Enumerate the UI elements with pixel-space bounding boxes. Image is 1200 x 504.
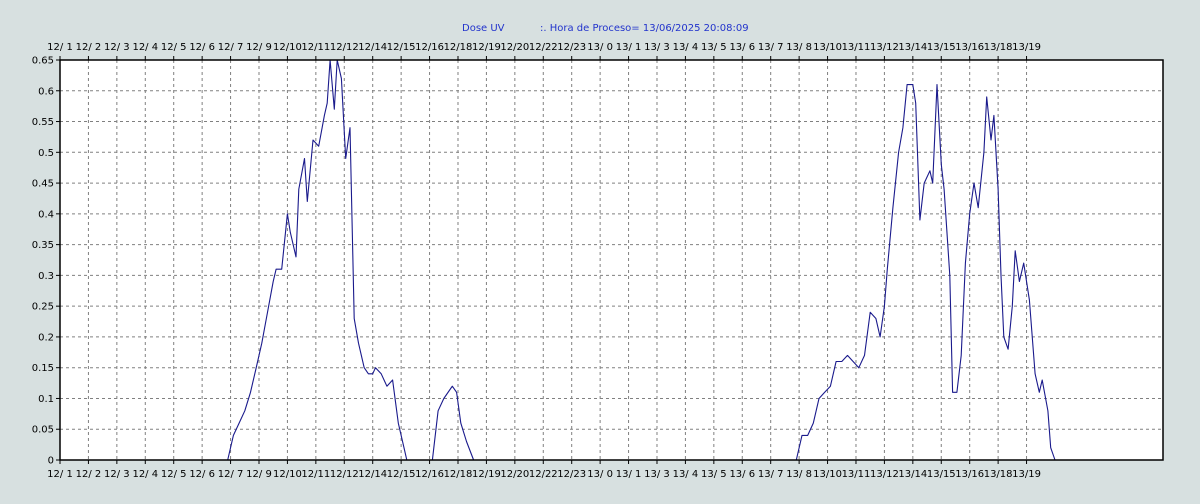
x-tick-label-top: 12/ 1 — [47, 42, 73, 53]
x-tick-label-bottom: 12/ 2 — [76, 469, 102, 480]
x-tick-label-top: 12/11 — [301, 42, 330, 53]
plot-area — [60, 60, 1163, 460]
x-tick-label-top: 13/ 5 — [701, 42, 727, 53]
y-tick-label: 0.25 — [32, 302, 54, 313]
plot-background — [60, 60, 1163, 460]
x-tick-label-top: 13/ 4 — [673, 42, 699, 53]
y-tick-label: 0.3 — [38, 271, 54, 282]
x-tick-label-top: 13/19 — [1012, 42, 1041, 53]
x-tick-label-top: 13/ 7 — [758, 42, 784, 53]
x-tick-label-top: 12/18 — [444, 42, 473, 53]
x-tick-label-bottom: 12/15 — [387, 469, 416, 480]
x-tick-label-top: 13/14 — [898, 42, 927, 53]
x-tick-label-bottom: 12/ 4 — [132, 469, 158, 480]
x-tick-label-top: 12/22 — [529, 42, 558, 53]
y-tick-label: 0 — [48, 456, 54, 467]
x-tick-label-bottom: 13/ 7 — [758, 469, 784, 480]
x-tick-label-bottom: 13/19 — [1012, 469, 1041, 480]
x-tick-label-top: 13/15 — [927, 42, 956, 53]
x-tick-label-bottom: 12/ 5 — [161, 469, 187, 480]
y-tick-label: 0.35 — [32, 240, 54, 251]
x-tick-label-top: 13/16 — [955, 42, 984, 53]
y-tick-label: 0.45 — [32, 179, 54, 190]
chart-title: Dose UV — [462, 23, 505, 34]
x-tick-label-top: 12/ 9 — [246, 42, 272, 53]
x-tick-label-top: 12/ 4 — [132, 42, 158, 53]
x-tick-label-bottom: 12/23 — [557, 469, 586, 480]
x-tick-label-top: 12/10 — [273, 42, 302, 53]
x-tick-label-top: 12/23 — [557, 42, 586, 53]
x-tick-label-bottom: 13/ 8 — [786, 469, 812, 480]
x-tick-label-bottom: 13/ 0 — [587, 469, 613, 480]
x-tick-label-top: 13/ 8 — [786, 42, 812, 53]
x-tick-label-top: 13/ 6 — [729, 42, 755, 53]
x-tick-label-top: 13/ 1 — [616, 42, 642, 53]
x-tick-label-top: 12/ 6 — [189, 42, 215, 53]
x-tick-label-bottom: 12/22 — [529, 469, 558, 480]
y-axis-ticks: 0 0.05 0.1 0.15 0.2 0.25 0.3 0.35 0.4 0.45 0.5 0.55… — [32, 56, 60, 467]
x-tick-label-bottom: 13/ 5 — [701, 469, 727, 480]
x-tick-label-bottom: 13/18 — [984, 469, 1013, 480]
x-tick-label-bottom: 12/ 1 — [47, 469, 73, 480]
x-tick-label-top: 12/ 5 — [161, 42, 187, 53]
y-tick-label: 0.15 — [32, 363, 54, 374]
x-tick-label-bottom: 12/ 3 — [104, 469, 130, 480]
x-axis-ticks: 12/ 112/ 112/ 212/ 212/ 312/ 312/ 412/ 4… — [47, 42, 1041, 480]
x-tick-label-top: 13/18 — [984, 42, 1013, 53]
x-tick-label-top: 12/14 — [358, 42, 387, 53]
x-tick-label-bottom: 13/11 — [842, 469, 871, 480]
y-tick-label: 0.1 — [38, 394, 54, 405]
chart-subtitle: :. Hora de Proceso= 13/06/2025 20:08:09 — [540, 23, 749, 34]
y-tick-label: 0.05 — [32, 425, 54, 436]
plot-border — [59, 59, 1164, 461]
x-tick-label-top: 13/ 3 — [644, 42, 670, 53]
x-tick-label-bottom: 12/16 — [415, 469, 444, 480]
y-tick-label: 0.65 — [32, 56, 54, 67]
x-tick-label-bottom: 12/12 — [330, 469, 359, 480]
grid-lines — [60, 60, 1163, 460]
x-tick-label-bottom: 13/15 — [927, 469, 956, 480]
x-tick-label-bottom: 12/18 — [444, 469, 473, 480]
x-tick-label-bottom: 12/ 7 — [218, 469, 244, 480]
x-tick-label-bottom: 13/ 6 — [729, 469, 755, 480]
x-tick-label-bottom: 13/12 — [870, 469, 899, 480]
x-tick-label-bottom: 12/ 6 — [189, 469, 215, 480]
x-tick-label-top: 13/12 — [870, 42, 899, 53]
y-tick-label: 0.2 — [38, 332, 54, 343]
x-tick-label-bottom: 13/14 — [898, 469, 927, 480]
x-tick-label-bottom: 12/14 — [358, 469, 387, 480]
x-tick-label-bottom: 13/ 1 — [616, 469, 642, 480]
x-tick-label-bottom: 12/11 — [301, 469, 330, 480]
y-tick-label: 0.55 — [32, 117, 54, 128]
uv-dose-series-line — [227, 59, 1056, 461]
plot-frame — [59, 59, 1164, 461]
x-tick-label-bottom: 13/16 — [955, 469, 984, 480]
x-tick-label-bottom: 12/19 — [472, 469, 501, 480]
x-tick-label-bottom: 13/10 — [813, 469, 842, 480]
x-tick-label-top: 12/ 2 — [76, 42, 102, 53]
x-tick-label-top: 12/16 — [415, 42, 444, 53]
x-tick-label-bottom: 13/ 3 — [644, 469, 670, 480]
x-tick-label-top: 12/12 — [330, 42, 359, 53]
y-tick-label: 0.5 — [38, 148, 54, 159]
x-tick-label-top: 13/ 0 — [587, 42, 613, 53]
x-tick-label-top: 13/10 — [813, 42, 842, 53]
x-tick-label-bottom: 12/20 — [500, 469, 529, 480]
x-tick-label-bottom: 13/ 4 — [673, 469, 699, 480]
x-tick-label-top: 12/ 7 — [218, 42, 244, 53]
y-tick-label: 0.4 — [38, 209, 54, 220]
series-layer — [227, 59, 1056, 461]
y-tick-label: 0.6 — [38, 86, 54, 97]
x-tick-label-top: 12/ 3 — [104, 42, 130, 53]
x-tick-label-bottom: 12/ 9 — [246, 469, 272, 480]
x-tick-label-top: 12/19 — [472, 42, 501, 53]
x-tick-label-top: 12/15 — [387, 42, 416, 53]
x-tick-label-top: 12/20 — [500, 42, 529, 53]
x-tick-label-bottom: 12/10 — [273, 469, 302, 480]
x-tick-label-top: 13/11 — [842, 42, 871, 53]
